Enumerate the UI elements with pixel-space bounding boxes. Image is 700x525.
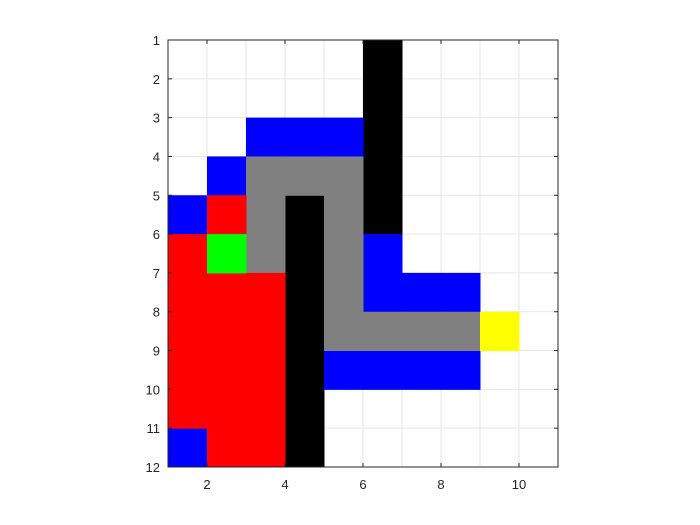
cell-goal (480, 311, 520, 352)
cell-open (168, 428, 208, 468)
cell-wall (285, 350, 325, 390)
y-tick-label: 2 (153, 72, 160, 87)
cell-layer (168, 40, 520, 468)
cell-open (324, 117, 364, 157)
plot-area (167, 39, 559, 468)
y-tick-label: 8 (153, 305, 160, 320)
cell-path (363, 311, 403, 352)
y-tick-label: 6 (153, 227, 160, 242)
cell-closed (246, 428, 286, 468)
cell-open (324, 350, 364, 390)
cell-closed (246, 272, 286, 313)
cell-open (402, 272, 442, 313)
cell-path (324, 195, 364, 235)
cell-wall (363, 40, 403, 80)
cell-wall (285, 272, 325, 313)
y-tick-label: 11 (147, 421, 161, 436)
cell-open (363, 234, 403, 274)
cell-open (363, 350, 403, 390)
cell-open (168, 195, 208, 235)
cell-closed (207, 389, 247, 429)
cell-path (285, 156, 325, 196)
cell-open (441, 350, 481, 390)
y-tick-label: 3 (153, 111, 160, 126)
cell-closed (168, 311, 208, 352)
cell-open (207, 156, 247, 196)
y-tick-label: 10 (146, 382, 160, 397)
cell-wall (285, 234, 325, 274)
cell-closed (207, 195, 247, 235)
cell-closed (207, 428, 247, 468)
y-tick-label: 5 (153, 188, 160, 203)
cell-wall (285, 389, 325, 429)
cell-closed (246, 389, 286, 429)
cell-closed (168, 272, 208, 313)
cell-closed (246, 311, 286, 352)
cell-closed (168, 234, 208, 274)
x-tick-label: 2 (203, 477, 210, 492)
cell-closed (168, 389, 208, 429)
cell-closed (246, 350, 286, 390)
cell-wall (285, 311, 325, 352)
cell-closed (207, 311, 247, 352)
cell-path (402, 311, 442, 352)
cell-path (324, 272, 364, 313)
cell-path (441, 311, 481, 352)
cell-path (246, 234, 286, 274)
cell-wall (363, 78, 403, 119)
cell-open (246, 117, 286, 157)
x-tick-label: 8 (437, 477, 444, 492)
cell-path (324, 156, 364, 196)
y-tick-label: 9 (153, 344, 160, 359)
x-tick-label: 6 (359, 477, 366, 492)
cell-open (441, 272, 481, 313)
cell-closed (207, 272, 247, 313)
cell-wall (363, 117, 403, 157)
cell-open (402, 350, 442, 390)
cell-open (285, 117, 325, 157)
cell-path (246, 195, 286, 235)
y-tick-label: 1 (153, 33, 160, 48)
cell-path (324, 234, 364, 274)
cell-closed (168, 350, 208, 390)
x-tick-label: 10 (512, 477, 526, 492)
y-tick-label: 7 (153, 266, 160, 281)
x-axis: 2 4 6 8 10 (203, 40, 526, 492)
x-tick-label: 4 (281, 477, 288, 492)
cell-start (207, 234, 247, 274)
cell-wall (363, 195, 403, 235)
cell-closed (207, 350, 247, 390)
cell-path (324, 311, 364, 352)
y-tick-label: 12 (146, 460, 160, 475)
cell-wall (285, 428, 325, 468)
y-tick-label: 4 (153, 149, 160, 164)
cell-open (363, 272, 403, 313)
cell-path (246, 156, 286, 196)
cell-wall (285, 195, 325, 235)
cell-wall (363, 156, 403, 196)
